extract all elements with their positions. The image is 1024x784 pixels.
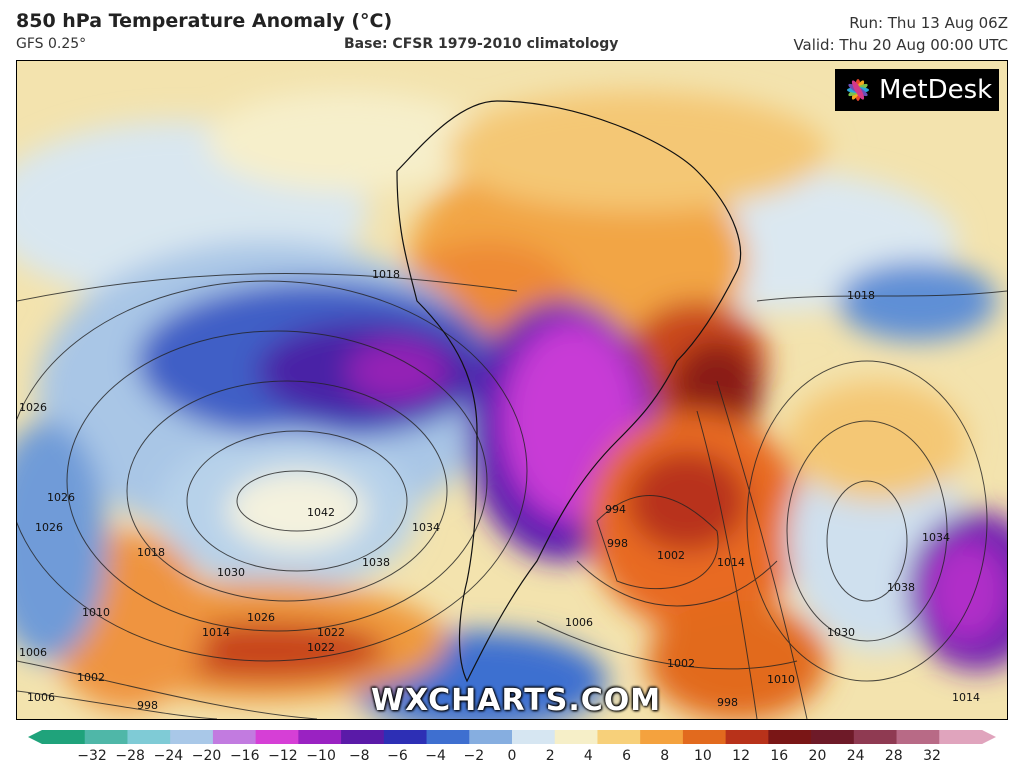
isobar-label: 1010 [82, 606, 110, 619]
anomaly-field: 1018 1018 1026 1026 1042 1038 1034 1030 1018 1014… [17, 61, 1007, 719]
colorbar-segment [554, 730, 598, 744]
isobar-label: 1002 [657, 549, 685, 562]
isobar-label: 1026 [47, 491, 75, 504]
colorbar-tick-label: 2 [545, 748, 555, 764]
isobar-label: 1034 [412, 521, 440, 534]
colorbar-segment [640, 730, 684, 744]
isobar-label: 1018 [847, 289, 875, 302]
isobar-label: 1018 [137, 546, 165, 559]
isobar-labels: 1018 1018 1026 1026 1042 1038 1034 1030 1018 1014… [19, 268, 980, 712]
colorbar-tick-label: −24 [153, 748, 184, 764]
anomaly-map: 1018 1018 1026 1026 1042 1038 1034 1030 1018 1014… [16, 60, 1008, 720]
colorbar-tick-label: 16 [770, 748, 789, 764]
isobar-label: 1022 [307, 641, 335, 654]
colorbar-segment [84, 730, 128, 744]
colorbar-tick-label: −4 [425, 748, 446, 764]
isobar-label: 1042 [307, 506, 335, 519]
isobar-label: 994 [605, 503, 626, 516]
colorbar-segment [896, 730, 940, 744]
colorbar-max-arrow [982, 730, 996, 744]
colorbar-segment [939, 730, 983, 744]
isobar-label: 1030 [217, 566, 245, 579]
colorbar-segment [383, 730, 428, 744]
isobar-label: 1002 [77, 671, 105, 684]
isobar-label: 1014 [952, 691, 980, 704]
colorbar-segment [469, 730, 513, 744]
isobar-label: 1038 [887, 581, 915, 594]
isobar-label: 1006 [27, 691, 55, 704]
colorbar-ticks: −32 −28 −24 −20 −16 −12 −10 −8 −6 −4 −2 0 2 4 6 8 10 12 16… [0, 748, 1024, 768]
run-time-label: Run: Thu 13 Aug 06Z [849, 14, 1008, 32]
colorbar-tick-label: −16 [229, 748, 260, 764]
isobar-label: 1014 [717, 556, 745, 569]
colorbar-segment [170, 730, 214, 744]
isobar-lines [17, 273, 1007, 719]
isobar-label: 1034 [922, 531, 950, 544]
colorbar-tick-label: −2 [463, 748, 485, 764]
colorbar-tick-label: −8 [348, 748, 370, 764]
isobar-label: 1002 [667, 657, 695, 670]
isobar-label: 1006 [19, 646, 47, 659]
colorbar-tick-label: 20 [808, 748, 827, 764]
flower-logo-icon [847, 79, 869, 101]
colorbar-tick-label: 4 [583, 748, 593, 764]
colorbar-tick-label: 24 [846, 748, 865, 764]
colorbar-tick-label: −20 [191, 748, 222, 764]
colorbar [28, 730, 996, 744]
colorbar-tick-label: −6 [387, 748, 408, 764]
isobar-label: 1026 [19, 401, 47, 414]
colorbar-segment [212, 730, 257, 744]
colorbar-segment [341, 730, 385, 744]
metdesk-logo: MetDesk [835, 69, 999, 111]
watermark: WXCHARTS.COM [371, 683, 662, 718]
climatology-base-label: Base: CFSR 1979-2010 climatology [344, 36, 619, 52]
colorbar-segment [597, 730, 641, 744]
isobar-label: 1038 [362, 556, 390, 569]
colorbar-segment [298, 730, 342, 744]
coastline [396, 100, 742, 683]
isobar-label: 1026 [35, 521, 63, 534]
map-title: 850 hPa Temperature Anomaly (°C) [16, 10, 393, 32]
colorbar-tick-label: 12 [732, 748, 750, 764]
isobar-label: 1006 [565, 616, 593, 629]
colorbar-segment [255, 730, 299, 744]
colorbar-segment [853, 730, 898, 744]
colorbar-tick-label: −10 [306, 748, 336, 764]
colorbar-tick-label: 0 [507, 748, 517, 764]
colorbar-tick-label: 32 [923, 748, 941, 764]
valid-time-label: Valid: Thu 20 Aug 00:00 UTC [793, 36, 1008, 54]
isobar-label: 1026 [247, 611, 275, 624]
colorbar-min-arrow [28, 730, 42, 744]
colorbar-tick-label: 28 [884, 748, 903, 764]
logo-text: MetDesk [879, 75, 993, 105]
colorbar-tick-label: 6 [622, 748, 631, 764]
colorbar-segment [42, 730, 86, 744]
colorbar-tick-label: −32 [77, 748, 107, 764]
colorbar-segment [426, 730, 470, 744]
isobar-label: 1030 [827, 626, 855, 639]
colorbar-segment [725, 730, 769, 744]
colorbar-tick-label: 8 [660, 748, 670, 764]
colorbar-segment [811, 730, 855, 744]
isobar-label: 998 [717, 696, 738, 709]
isobar-label: 1010 [767, 673, 795, 686]
colorbar-segment [682, 730, 727, 744]
isobar-label: 998 [607, 537, 628, 550]
colorbar-tick-label: −12 [268, 748, 298, 764]
colorbar-tick-label: −28 [115, 748, 145, 764]
isobar-label: 998 [137, 699, 158, 712]
isobar-label: 1022 [317, 626, 345, 639]
colorbar-segment [768, 730, 812, 744]
colorbar-tick-label: 10 [693, 748, 712, 764]
colorbar-segment [512, 730, 556, 744]
colorbar-segment [127, 730, 171, 744]
isobar-label: 1018 [372, 268, 400, 281]
model-label: GFS 0.25° [16, 36, 87, 52]
isobar-label: 1014 [202, 626, 230, 639]
